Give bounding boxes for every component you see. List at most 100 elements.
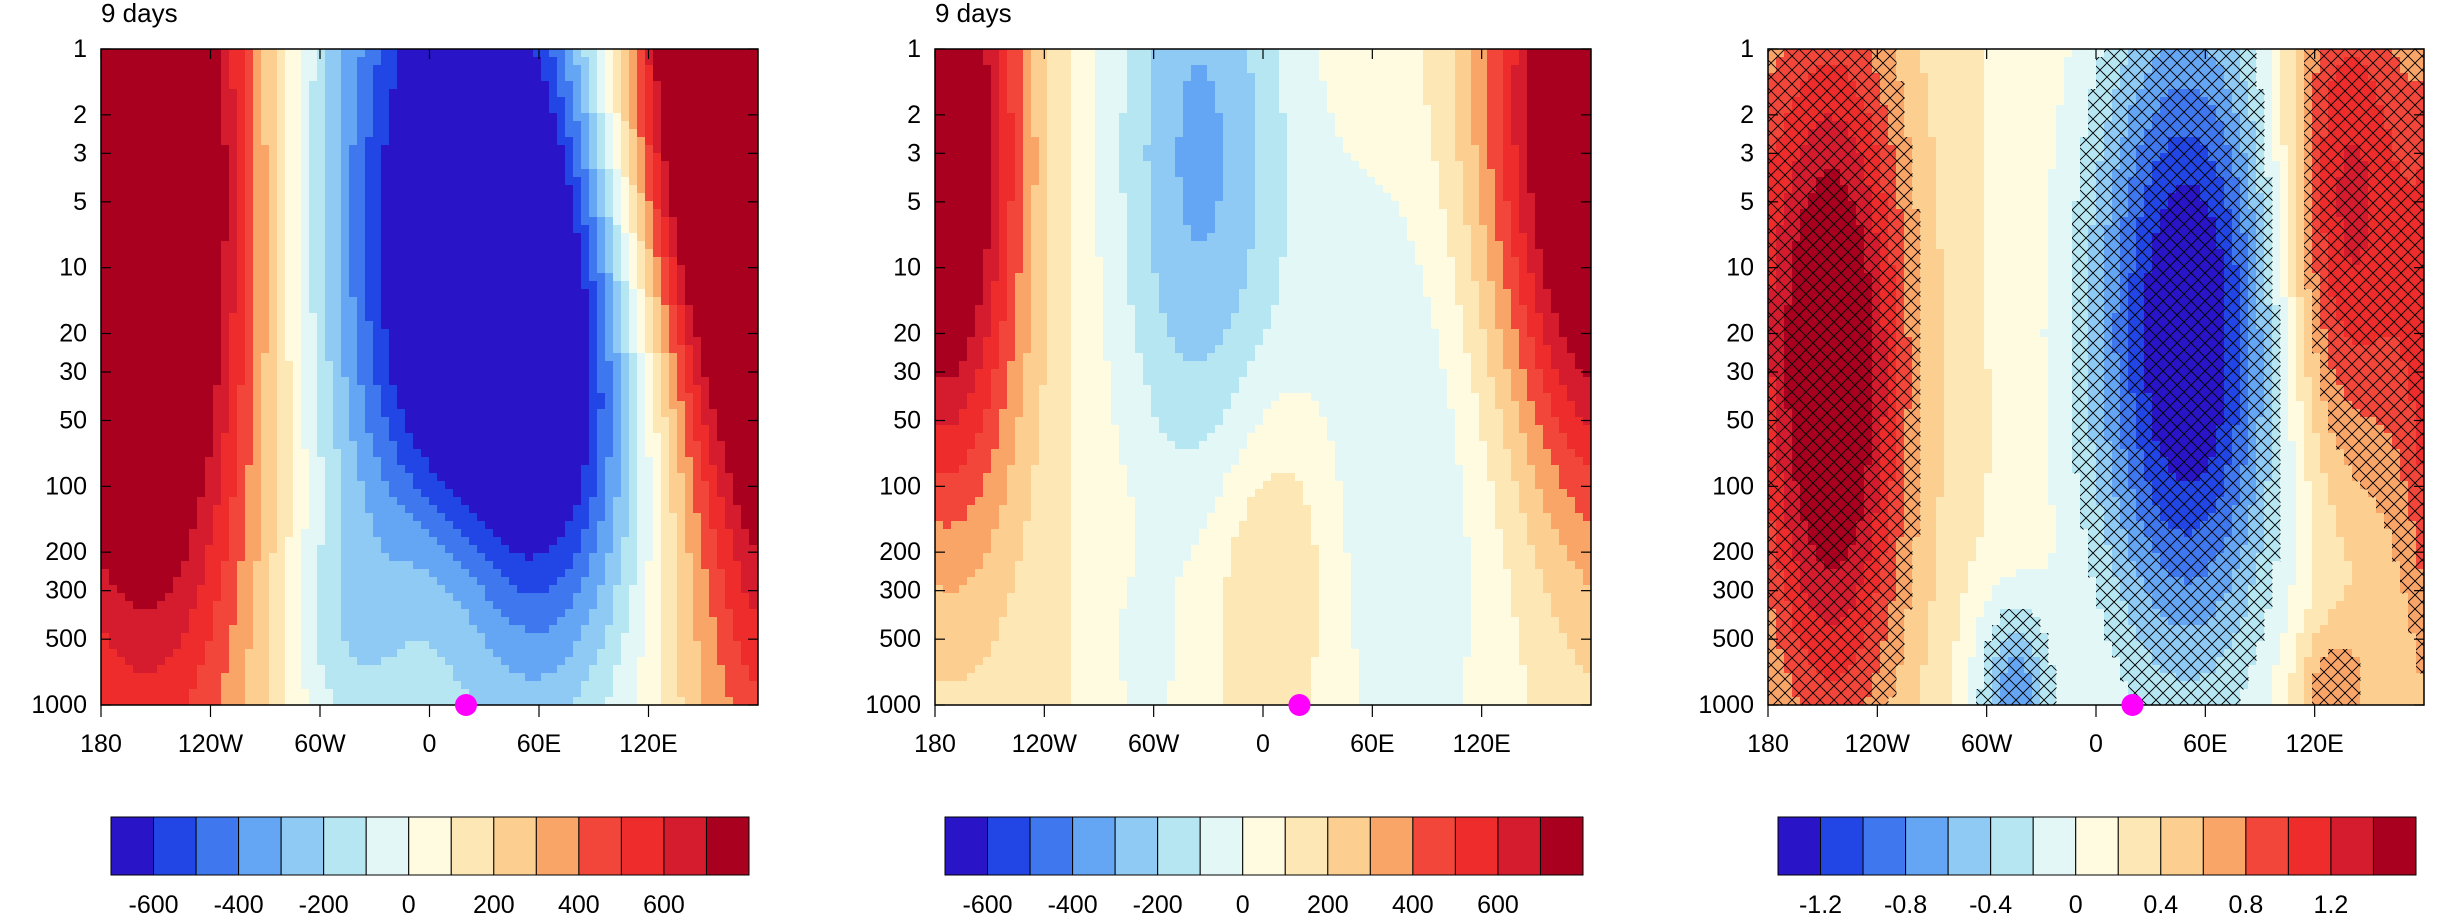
- field-cell: [629, 401, 638, 410]
- field-cell: [661, 137, 670, 146]
- field-cell: [181, 441, 190, 450]
- field-cell: [453, 113, 462, 122]
- field-cell: [421, 169, 430, 178]
- field-cell: [693, 289, 702, 298]
- field-cell: [685, 49, 694, 58]
- field-cell: [549, 457, 558, 466]
- field-cell: [549, 425, 558, 434]
- field-cell: [357, 481, 366, 490]
- field-cell: [117, 249, 126, 258]
- field-cell: [373, 489, 382, 498]
- field-cell: [461, 305, 470, 314]
- field-cell: [285, 265, 294, 274]
- field-cell: [661, 73, 670, 82]
- field-cell: [685, 297, 694, 306]
- field-cell: [373, 497, 382, 506]
- field-cell: [533, 481, 542, 490]
- field-cell: [645, 225, 654, 234]
- field-cell: [525, 249, 534, 258]
- field-cell: [173, 449, 182, 458]
- field-cell: [685, 401, 694, 410]
- field-cell: [429, 353, 438, 362]
- field-cell: [213, 97, 222, 106]
- field-cell: [589, 89, 598, 98]
- field-cell: [629, 505, 638, 514]
- field-cell: [277, 273, 286, 282]
- field-cell: [477, 457, 486, 466]
- field-cell: [669, 321, 678, 330]
- field-cell: [693, 329, 702, 338]
- field-cell: [501, 193, 510, 202]
- field-cell: [405, 289, 414, 298]
- field-cell: [165, 49, 174, 58]
- field-cell: [421, 249, 430, 258]
- field-cell: [477, 169, 486, 178]
- field-cell: [533, 289, 542, 298]
- field-cell: [341, 281, 350, 290]
- field-cell: [445, 481, 454, 490]
- field-cell: [509, 113, 518, 122]
- field-cell: [173, 345, 182, 354]
- field-cell: [445, 377, 454, 386]
- field-cell: [253, 209, 262, 218]
- field-cell: [669, 337, 678, 346]
- field-cell: [597, 49, 606, 58]
- field-cell: [445, 121, 454, 130]
- field-cell: [389, 513, 398, 522]
- field-cell: [133, 481, 142, 490]
- field-cell: [677, 393, 686, 402]
- field-cell: [549, 433, 558, 442]
- field-cell: [237, 313, 246, 322]
- field-cell: [293, 497, 302, 506]
- field-cell: [253, 353, 262, 362]
- field-cell: [605, 97, 614, 106]
- field-cell: [741, 193, 750, 202]
- field-cell: [621, 361, 630, 370]
- field-cell: [381, 393, 390, 402]
- field-cell: [461, 393, 470, 402]
- field-cell: [373, 193, 382, 202]
- field-cell: [125, 81, 134, 90]
- field-cell: [349, 433, 358, 442]
- field-cell: [749, 129, 758, 138]
- field-cell: [101, 97, 110, 106]
- field-cell: [261, 521, 270, 530]
- field-cell: [165, 137, 174, 146]
- field-cell: [421, 281, 430, 290]
- field-cell: [109, 401, 118, 410]
- field-cell: [229, 489, 238, 498]
- field-cell: [653, 121, 662, 130]
- field-cell: [277, 377, 286, 386]
- field-cell: [485, 361, 494, 370]
- field-cell: [253, 297, 262, 306]
- field-cell: [261, 289, 270, 298]
- field-cell: [141, 217, 150, 226]
- field-cell: [301, 217, 310, 226]
- field-cell: [413, 265, 422, 274]
- field-cell: [549, 345, 558, 354]
- field-cell: [317, 289, 326, 298]
- field-cell: [501, 497, 510, 506]
- field-cell: [605, 473, 614, 482]
- field-cell: [157, 137, 166, 146]
- field-cell: [589, 385, 598, 394]
- field-cell: [589, 297, 598, 306]
- field-cell: [429, 65, 438, 74]
- field-cell: [533, 305, 542, 314]
- field-cell: [445, 113, 454, 122]
- field-cell: [357, 73, 366, 82]
- field-cell: [597, 265, 606, 274]
- field-cell: [133, 521, 142, 530]
- field-cell: [517, 425, 526, 434]
- field-cell: [413, 465, 422, 474]
- field-cell: [733, 425, 742, 434]
- field-cell: [669, 313, 678, 322]
- field-cell: [669, 297, 678, 306]
- field-cell: [661, 65, 670, 74]
- field-cell: [181, 377, 190, 386]
- field-cell: [229, 105, 238, 114]
- field-cell: [501, 489, 510, 498]
- field-cell: [533, 273, 542, 282]
- field-cell: [133, 161, 142, 170]
- field-cell: [565, 137, 574, 146]
